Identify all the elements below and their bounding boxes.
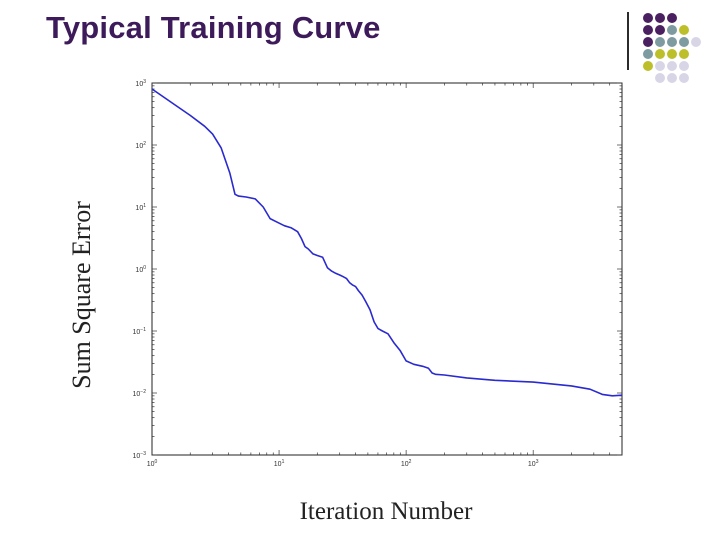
y-tick-label: 103: [135, 79, 146, 88]
slide-title: Typical Training Curve: [46, 10, 381, 45]
y-tick-label: 101: [135, 203, 146, 212]
y-axis-label: Sum Square Error: [67, 201, 96, 389]
plot-area-frame: [151, 82, 623, 456]
y-tick-label: 102: [135, 141, 146, 150]
x-tick-label: 101: [274, 459, 285, 468]
y-tick-label: 10−2: [133, 389, 147, 398]
x-tick-label: 100: [147, 459, 158, 468]
x-axis-label: Iteration Number: [299, 498, 473, 525]
x-tick-label: 103: [528, 459, 539, 468]
series-line-error: [151, 88, 623, 397]
y-tick-label: 100: [135, 265, 146, 274]
y-tick-label: 10−3: [133, 451, 147, 460]
x-tick-label: 102: [401, 459, 412, 468]
title-divider: [627, 12, 629, 70]
y-tick-label: 10−1: [133, 327, 147, 336]
